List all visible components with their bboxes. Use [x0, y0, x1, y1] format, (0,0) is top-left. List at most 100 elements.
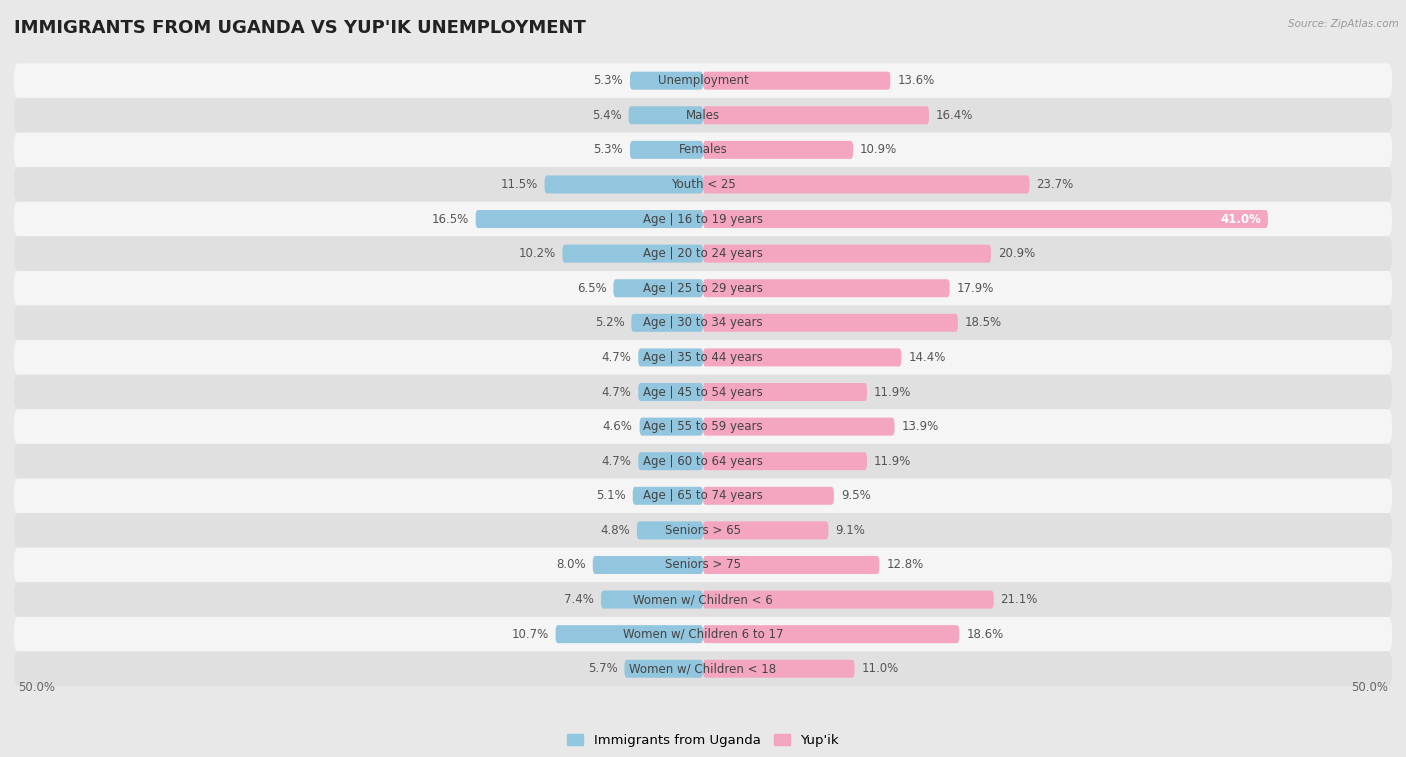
Text: 7.4%: 7.4%: [564, 593, 595, 606]
FancyBboxPatch shape: [624, 660, 703, 678]
Text: 41.0%: 41.0%: [1220, 213, 1261, 226]
Text: 16.5%: 16.5%: [432, 213, 468, 226]
FancyBboxPatch shape: [703, 590, 994, 609]
Text: Age | 55 to 59 years: Age | 55 to 59 years: [643, 420, 763, 433]
FancyBboxPatch shape: [703, 660, 855, 678]
Text: Age | 60 to 64 years: Age | 60 to 64 years: [643, 455, 763, 468]
FancyBboxPatch shape: [628, 106, 703, 124]
FancyBboxPatch shape: [703, 141, 853, 159]
FancyBboxPatch shape: [703, 314, 957, 332]
Text: Age | 65 to 74 years: Age | 65 to 74 years: [643, 489, 763, 503]
Text: 9.1%: 9.1%: [835, 524, 865, 537]
Text: Males: Males: [686, 109, 720, 122]
FancyBboxPatch shape: [14, 617, 1392, 652]
FancyBboxPatch shape: [703, 522, 828, 540]
FancyBboxPatch shape: [631, 314, 703, 332]
FancyBboxPatch shape: [703, 556, 879, 574]
Text: Age | 30 to 34 years: Age | 30 to 34 years: [643, 316, 763, 329]
FancyBboxPatch shape: [555, 625, 703, 643]
Text: Youth < 25: Youth < 25: [671, 178, 735, 191]
FancyBboxPatch shape: [633, 487, 703, 505]
FancyBboxPatch shape: [703, 452, 868, 470]
Text: 11.9%: 11.9%: [875, 385, 911, 398]
Text: 5.2%: 5.2%: [595, 316, 624, 329]
Text: 23.7%: 23.7%: [1036, 178, 1074, 191]
Text: 10.7%: 10.7%: [512, 628, 548, 640]
FancyBboxPatch shape: [14, 167, 1392, 202]
Text: 5.3%: 5.3%: [593, 143, 623, 157]
FancyBboxPatch shape: [593, 556, 703, 574]
Text: 16.4%: 16.4%: [936, 109, 973, 122]
FancyBboxPatch shape: [562, 245, 703, 263]
FancyBboxPatch shape: [475, 210, 703, 228]
Text: 18.5%: 18.5%: [965, 316, 1002, 329]
FancyBboxPatch shape: [638, 452, 703, 470]
FancyBboxPatch shape: [14, 375, 1392, 410]
FancyBboxPatch shape: [613, 279, 703, 298]
FancyBboxPatch shape: [640, 418, 703, 435]
FancyBboxPatch shape: [630, 141, 703, 159]
FancyBboxPatch shape: [14, 64, 1392, 98]
Text: Unemployment: Unemployment: [658, 74, 748, 87]
Text: 13.9%: 13.9%: [901, 420, 939, 433]
Text: Women w/ Children < 18: Women w/ Children < 18: [630, 662, 776, 675]
Text: 50.0%: 50.0%: [18, 681, 55, 693]
Text: Source: ZipAtlas.com: Source: ZipAtlas.com: [1288, 19, 1399, 29]
Text: 5.4%: 5.4%: [592, 109, 621, 122]
FancyBboxPatch shape: [14, 98, 1392, 132]
Text: 4.7%: 4.7%: [602, 351, 631, 364]
FancyBboxPatch shape: [14, 340, 1392, 375]
FancyBboxPatch shape: [703, 106, 929, 124]
Text: Age | 16 to 19 years: Age | 16 to 19 years: [643, 213, 763, 226]
FancyBboxPatch shape: [14, 202, 1392, 236]
FancyBboxPatch shape: [14, 132, 1392, 167]
Text: 20.9%: 20.9%: [998, 247, 1035, 260]
Text: Age | 20 to 24 years: Age | 20 to 24 years: [643, 247, 763, 260]
Text: 18.6%: 18.6%: [966, 628, 1004, 640]
Text: 14.4%: 14.4%: [908, 351, 946, 364]
Text: Seniors > 75: Seniors > 75: [665, 559, 741, 572]
FancyBboxPatch shape: [630, 72, 703, 89]
Text: 6.5%: 6.5%: [576, 282, 606, 294]
Text: 5.1%: 5.1%: [596, 489, 626, 503]
Text: 5.3%: 5.3%: [593, 74, 623, 87]
Text: 11.0%: 11.0%: [862, 662, 898, 675]
Text: Age | 35 to 44 years: Age | 35 to 44 years: [643, 351, 763, 364]
FancyBboxPatch shape: [14, 547, 1392, 582]
FancyBboxPatch shape: [14, 236, 1392, 271]
FancyBboxPatch shape: [14, 306, 1392, 340]
Text: 5.7%: 5.7%: [588, 662, 617, 675]
FancyBboxPatch shape: [703, 210, 1268, 228]
Text: IMMIGRANTS FROM UGANDA VS YUP'IK UNEMPLOYMENT: IMMIGRANTS FROM UGANDA VS YUP'IK UNEMPLO…: [14, 19, 586, 37]
FancyBboxPatch shape: [14, 478, 1392, 513]
FancyBboxPatch shape: [14, 652, 1392, 686]
FancyBboxPatch shape: [14, 410, 1392, 444]
Text: 4.6%: 4.6%: [603, 420, 633, 433]
FancyBboxPatch shape: [638, 383, 703, 401]
FancyBboxPatch shape: [703, 348, 901, 366]
FancyBboxPatch shape: [703, 383, 868, 401]
FancyBboxPatch shape: [703, 72, 890, 89]
FancyBboxPatch shape: [703, 625, 959, 643]
Text: 10.2%: 10.2%: [519, 247, 555, 260]
Text: Age | 45 to 54 years: Age | 45 to 54 years: [643, 385, 763, 398]
FancyBboxPatch shape: [703, 487, 834, 505]
FancyBboxPatch shape: [14, 271, 1392, 306]
Text: 9.5%: 9.5%: [841, 489, 870, 503]
FancyBboxPatch shape: [703, 418, 894, 435]
Text: Age | 25 to 29 years: Age | 25 to 29 years: [643, 282, 763, 294]
Text: Females: Females: [679, 143, 727, 157]
Text: 4.8%: 4.8%: [600, 524, 630, 537]
Text: 10.9%: 10.9%: [860, 143, 897, 157]
FancyBboxPatch shape: [637, 522, 703, 540]
Text: Women w/ Children 6 to 17: Women w/ Children 6 to 17: [623, 628, 783, 640]
Text: Seniors > 65: Seniors > 65: [665, 524, 741, 537]
Text: 12.8%: 12.8%: [886, 559, 924, 572]
FancyBboxPatch shape: [703, 176, 1029, 194]
Text: 4.7%: 4.7%: [602, 455, 631, 468]
Text: 50.0%: 50.0%: [1351, 681, 1388, 693]
FancyBboxPatch shape: [544, 176, 703, 194]
FancyBboxPatch shape: [638, 348, 703, 366]
Text: 13.6%: 13.6%: [897, 74, 935, 87]
Text: 11.9%: 11.9%: [875, 455, 911, 468]
